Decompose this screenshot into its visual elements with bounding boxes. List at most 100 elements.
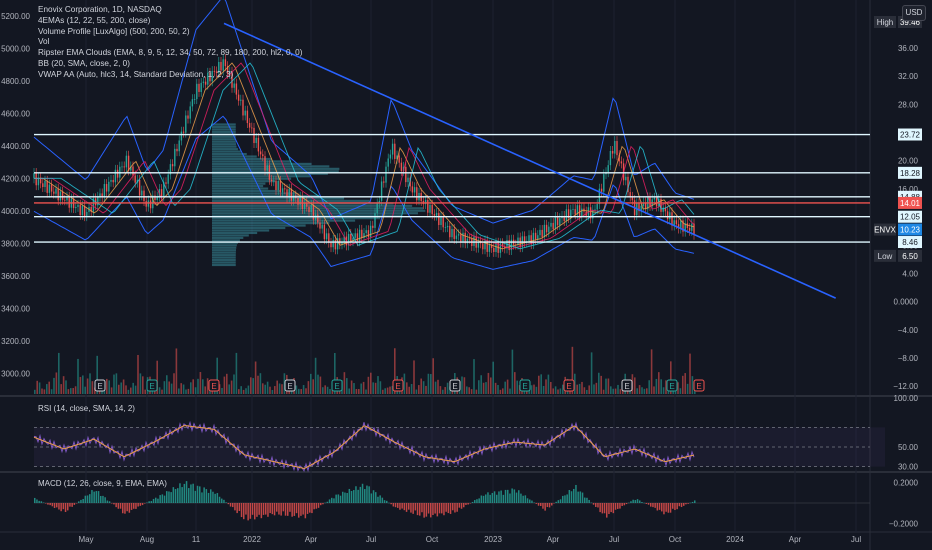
candle-body: [114, 169, 117, 183]
macd-label[interactable]: MACD (12, 26, close, 9, EMA, EMA): [38, 479, 167, 488]
time-axis[interactable]: May Aug 11 2022 Apr Jul Oct 2023 Apr Jul Oct 2024 Ap…: [78, 535, 861, 544]
macd-histogram-bar: [251, 503, 254, 515]
volume-bar: [598, 372, 600, 394]
volume-bar: [108, 380, 110, 394]
trendline[interactable]: [223, 22, 836, 299]
left-tick-label: 3000.00: [1, 370, 30, 379]
macd-histogram-bar: [117, 503, 120, 509]
volume-bar: [41, 388, 43, 394]
macd-histogram-bar: [49, 503, 51, 506]
volume-bar: [168, 381, 170, 394]
volume-bar: [607, 378, 610, 394]
volume-profile-bar: [212, 162, 312, 165]
volume-bar: [535, 386, 538, 394]
macd-histogram-bar: [654, 503, 656, 508]
volume-bar: [602, 389, 605, 394]
symbol-tag-text: ENVX: [874, 226, 896, 235]
candle-body: [407, 177, 409, 183]
candle-body: [625, 176, 627, 181]
candle-body: [273, 180, 275, 182]
candle-body: [398, 155, 400, 163]
volume-profile-bar: [212, 189, 280, 193]
macd-histogram-bar: [223, 499, 225, 503]
candle-body: [253, 127, 255, 144]
macd-histogram-bar: [454, 503, 456, 513]
volume-bar: [655, 378, 658, 394]
macd-histogram-bar: [89, 494, 91, 503]
candle-body: [396, 155, 398, 159]
candle-body: [607, 165, 609, 173]
candle-body: [202, 81, 205, 83]
volume-bar: [228, 384, 230, 394]
candle-body: [631, 196, 634, 201]
candle-body: [451, 228, 453, 238]
volume-bar: [329, 389, 331, 394]
volume-bar: [689, 353, 691, 394]
volume-bar: [254, 361, 257, 394]
candle-body: [460, 234, 462, 243]
volume-bar: [506, 379, 509, 394]
price-level-tag-text: 14.01: [900, 199, 921, 208]
price-tick-label: −12.00: [893, 382, 918, 391]
volume-bar: [581, 381, 583, 394]
volume-profile-bar: [212, 224, 306, 227]
macd-histogram-bar: [625, 503, 628, 505]
price-level-tag: [898, 196, 922, 209]
candle-body: [321, 224, 323, 229]
macd-histogram-bar: [599, 503, 601, 513]
candle-body: [600, 188, 603, 192]
candle-body: [541, 229, 543, 238]
volume-bar: [46, 384, 48, 394]
currency-button[interactable]: USD: [902, 5, 926, 21]
price-tags: 23.7218.2814.8814.0112.058.46ENVX10.23Hi…: [874, 16, 922, 262]
time-tick-label: 2023: [484, 535, 502, 544]
macd-histogram-bar: [320, 503, 322, 506]
candle-body: [237, 94, 240, 101]
macd-histogram-bar: [507, 489, 509, 503]
candle-body: [523, 236, 526, 243]
macd-histogram-bar: [214, 493, 216, 503]
candle-body: [361, 229, 363, 239]
macd-histogram-bar: [661, 503, 663, 512]
volume-bar: [94, 387, 96, 394]
bb-upper-band: [33, 0, 695, 224]
volume-bar: [653, 386, 655, 394]
macd-histogram-bar: [258, 503, 260, 515]
volume-profile-bar: [212, 140, 236, 143]
rsi-label[interactable]: RSI (14, close, SMA, 14, 2): [38, 404, 135, 413]
volume-bar: [439, 386, 442, 394]
candle-body: [37, 177, 40, 186]
candle-body: [490, 244, 493, 248]
volume-bar: [550, 381, 552, 394]
candle-body: [688, 228, 691, 231]
macd-histogram-bar: [119, 503, 122, 509]
price-level-tag-text: 18.28: [900, 169, 921, 178]
macd-histogram-bar: [542, 503, 544, 509]
earnings-marker: [94, 379, 106, 392]
volume-bar: [442, 389, 444, 394]
candle-body: [380, 181, 383, 201]
volume-bar: [197, 378, 199, 394]
macd-histogram-bar: [155, 497, 157, 503]
candle-body: [299, 196, 301, 205]
price-tick-label: −8.00: [898, 354, 919, 363]
volume-profile-bar: [212, 135, 236, 138]
volume-bar: [557, 389, 559, 394]
macd-histogram-bar: [390, 503, 392, 505]
volume-bar: [166, 375, 168, 394]
volume-bar: [218, 384, 221, 394]
macd-histogram-bar: [628, 502, 630, 504]
volume-bar: [127, 389, 130, 394]
volume-bar: [355, 388, 358, 394]
volume-profile-bar: [212, 256, 236, 259]
volume-bar: [223, 376, 226, 394]
candle-body: [233, 83, 235, 88]
bollinger-bands: [33, 0, 695, 270]
candle-body: [405, 166, 407, 183]
volume-bar: [58, 352, 60, 394]
candle-body: [317, 214, 319, 223]
macd-histogram-bar: [608, 503, 610, 515]
candle-body: [347, 233, 350, 246]
